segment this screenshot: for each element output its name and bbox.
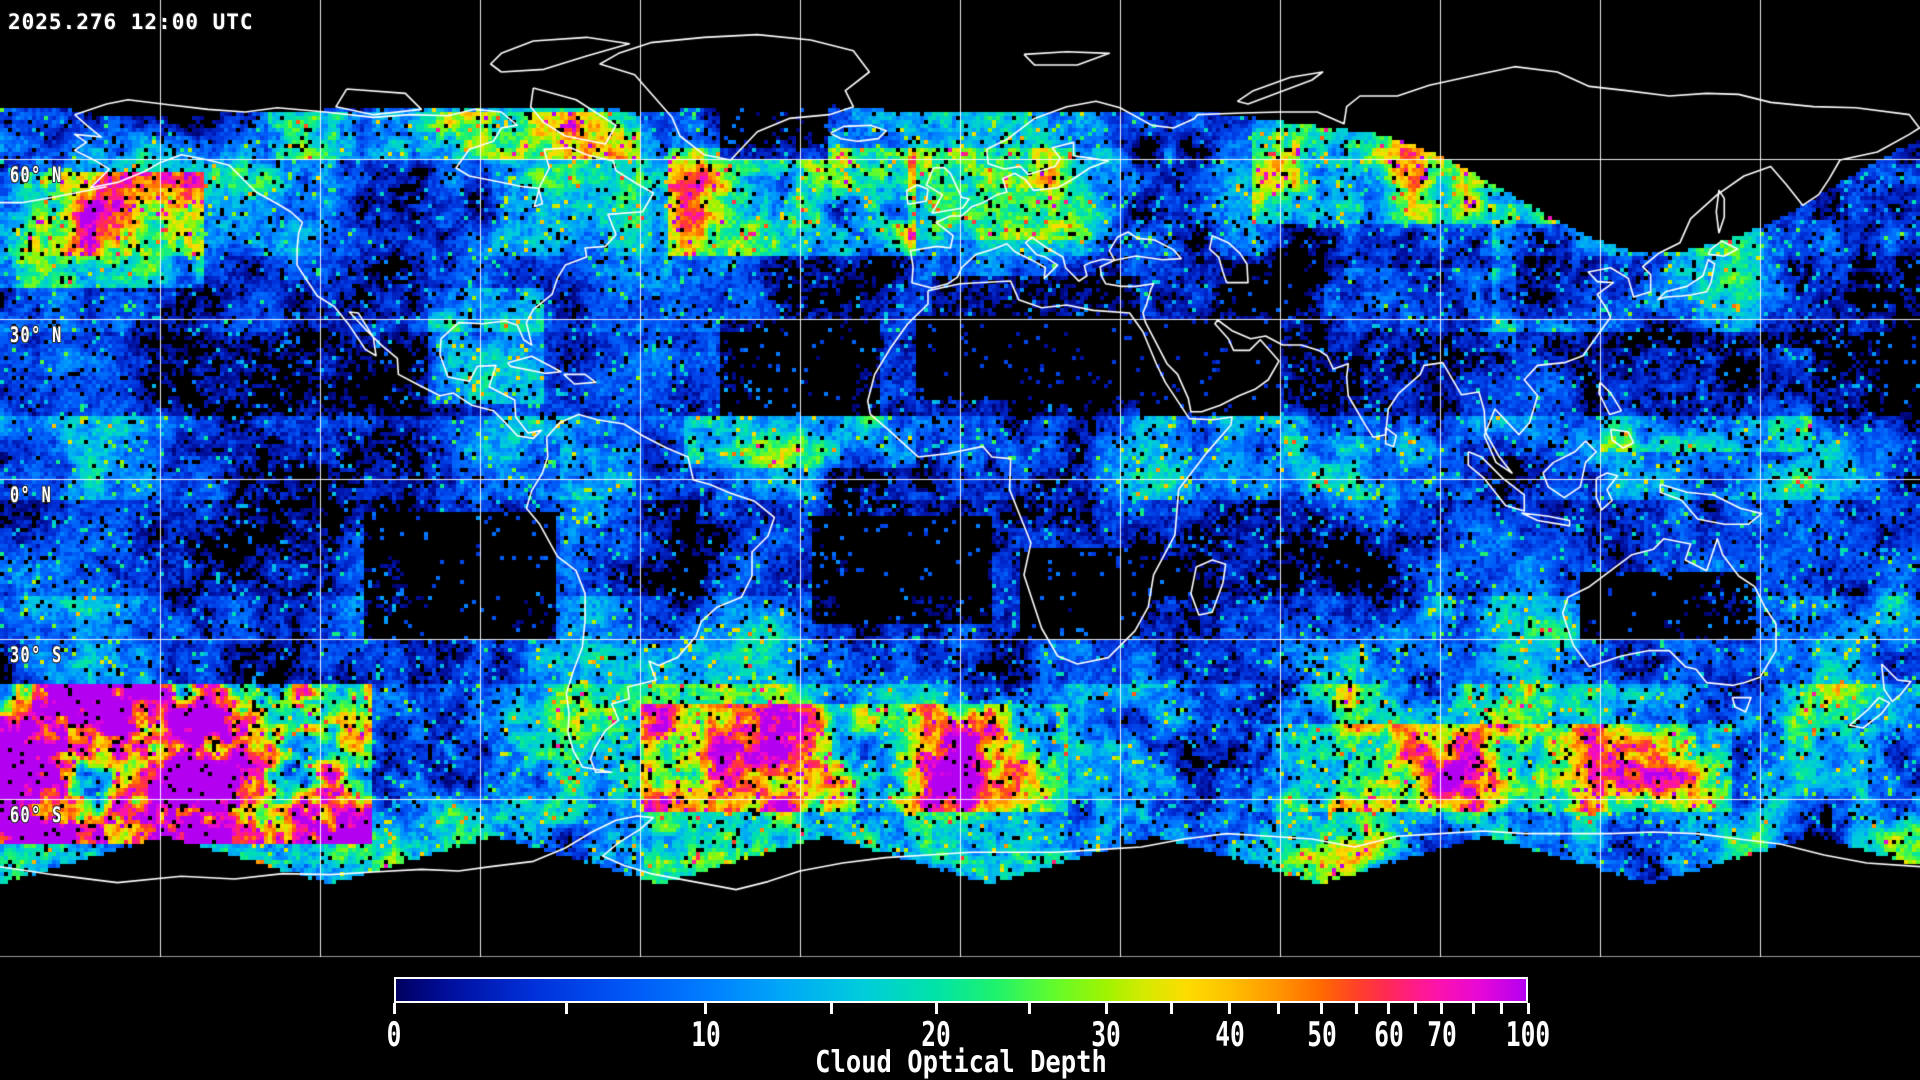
colorbar-tick-label: 0	[386, 1015, 402, 1055]
latitude-label: 60° S	[10, 803, 63, 827]
colorbar-tick	[1414, 1003, 1418, 1014]
colorbar-tick	[1472, 1003, 1476, 1014]
colorbar-tick	[564, 1003, 568, 1014]
colorbar-tick-label: 30	[1091, 1015, 1121, 1055]
colorbar-tick	[830, 1003, 834, 1014]
latitude-label: 60° N	[10, 163, 63, 187]
colorbar-tick-label: 20	[921, 1015, 951, 1055]
colorbar-tick-label: 70	[1427, 1015, 1457, 1055]
latitude-label: 0° N	[10, 483, 53, 507]
latitude-label: 30° S	[10, 643, 63, 667]
latitude-label: 30° N	[10, 323, 63, 347]
colorbar-tick	[1387, 1003, 1391, 1014]
colorbar-gradient	[394, 977, 1528, 1003]
colorbar-tick	[392, 1003, 396, 1014]
colorbar-tick	[1320, 1003, 1324, 1014]
colorbar-tick	[1104, 1003, 1108, 1014]
colorbar-tick	[1027, 1003, 1031, 1014]
colorbar-tick-label: 10	[691, 1015, 721, 1055]
colorbar-title: Cloud Optical Depth	[815, 1045, 1107, 1080]
colorbar-tick-label: 50	[1306, 1015, 1337, 1055]
colorbar-tick	[1228, 1003, 1232, 1014]
colorbar-tick	[1526, 1003, 1530, 1014]
colorbar-tick-label: 60	[1373, 1015, 1404, 1055]
colorbar-tick	[1170, 1003, 1174, 1014]
colorbar-tick	[1440, 1003, 1444, 1014]
colorbar-tick-label: 100	[1505, 1015, 1551, 1055]
colorbar-tick	[1500, 1003, 1504, 1014]
colorbar-tick	[1277, 1003, 1281, 1014]
colorbar-tick-label: 40	[1215, 1015, 1245, 1055]
colorbar-tick	[704, 1003, 708, 1014]
colorbar-tick	[934, 1003, 938, 1014]
colorbar-tick	[1355, 1003, 1359, 1014]
timestamp-label: 2025.276 12:00 UTC	[8, 10, 254, 34]
cloud-optical-depth-map	[0, 0, 1920, 962]
